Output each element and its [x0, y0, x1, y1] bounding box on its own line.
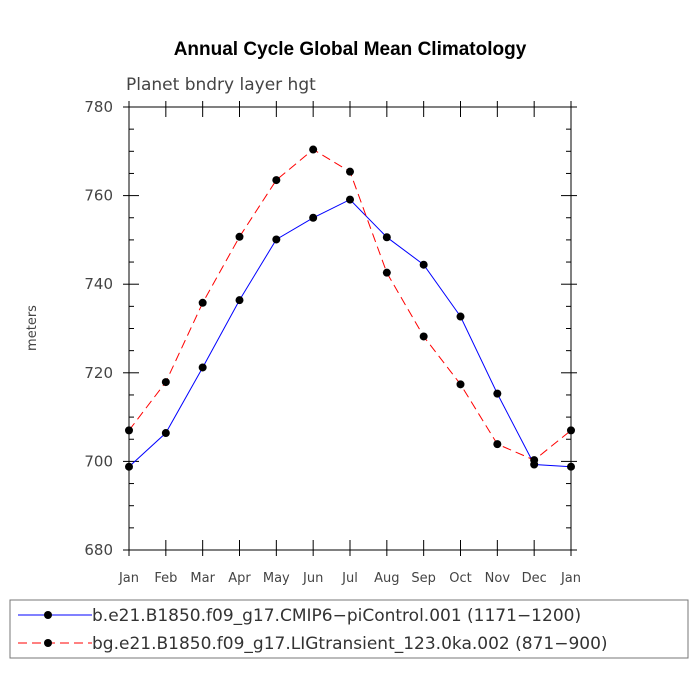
x-tick-label: Oct [449, 571, 471, 586]
x-tick-label: Nov [485, 571, 511, 586]
x-tick-label: May [263, 571, 290, 586]
y-axis-label: meters [25, 305, 40, 351]
series-2-point [493, 440, 502, 449]
series-1-point [419, 260, 428, 269]
x-tick-label: Jan [560, 571, 581, 586]
series-2-point [272, 176, 281, 185]
x-tick-label: Jan [118, 571, 139, 586]
series-1-point [272, 235, 281, 244]
x-tick-label: Aug [374, 571, 399, 586]
chart-subtitle: Planet bndry layer hgt [126, 75, 316, 95]
y-tick-label: 720 [84, 364, 113, 382]
x-tick-label: Jul [341, 571, 358, 586]
series-1-point [346, 195, 354, 204]
series-2-point [161, 378, 170, 387]
y-tick-label: 700 [84, 452, 113, 470]
series-1-point [309, 213, 318, 222]
y-tick-label: 780 [84, 98, 113, 116]
series-1-point [235, 296, 244, 305]
y-tick-label: 680 [84, 541, 113, 559]
series-2-point [125, 426, 133, 435]
series-1-point [493, 389, 502, 398]
series-2-point [198, 298, 207, 307]
legend-marker-1 [44, 611, 52, 619]
legend: b.e21.B1850.f09_g17.CMIP6−piControl.001 … [18, 606, 608, 654]
series-2-point [530, 456, 539, 465]
series-2-point [346, 167, 354, 176]
x-tick-label: Sep [411, 571, 436, 586]
series-2-point [235, 232, 244, 241]
x-tick-label: Mar [190, 571, 215, 586]
series-1-point [161, 429, 170, 438]
legend-marker-2 [44, 639, 52, 647]
legend-label-2: bg.e21.B1850.f09_g17.LIGtransient_123.0k… [92, 634, 608, 654]
series-1-point [456, 312, 465, 321]
series-1-point [567, 462, 575, 471]
legend-box [9, 599, 689, 659]
y-tick-label: 760 [84, 187, 113, 205]
series-2-point [456, 380, 465, 389]
x-tick-label: Feb [154, 571, 177, 586]
chart-title: Annual Cycle Global Mean Climatology [174, 39, 527, 60]
series-1-point [382, 233, 391, 242]
series-2-point [382, 268, 391, 277]
series-2-point [309, 145, 318, 154]
series-line-1 [128, 198, 572, 468]
series-1-point [198, 363, 207, 372]
legend-label-1: b.e21.B1850.f09_g17.CMIP6−piControl.001 … [92, 606, 581, 626]
x-tick-label: Jun [302, 571, 323, 586]
y-axis: 680 700 720 740 760 780 [84, 98, 577, 559]
series-2-point [567, 426, 575, 435]
series-2-point [419, 332, 428, 341]
y-tick-label: 740 [84, 275, 113, 293]
x-tick-label: Apr [228, 571, 251, 586]
x-axis: Jan Feb Mar Apr May Jun Jul Aug Sep Oct Nov Dec Jan [118, 101, 581, 586]
series-layer [125, 145, 575, 471]
x-tick-label: Dec [522, 571, 547, 586]
series-1-point [125, 462, 133, 471]
